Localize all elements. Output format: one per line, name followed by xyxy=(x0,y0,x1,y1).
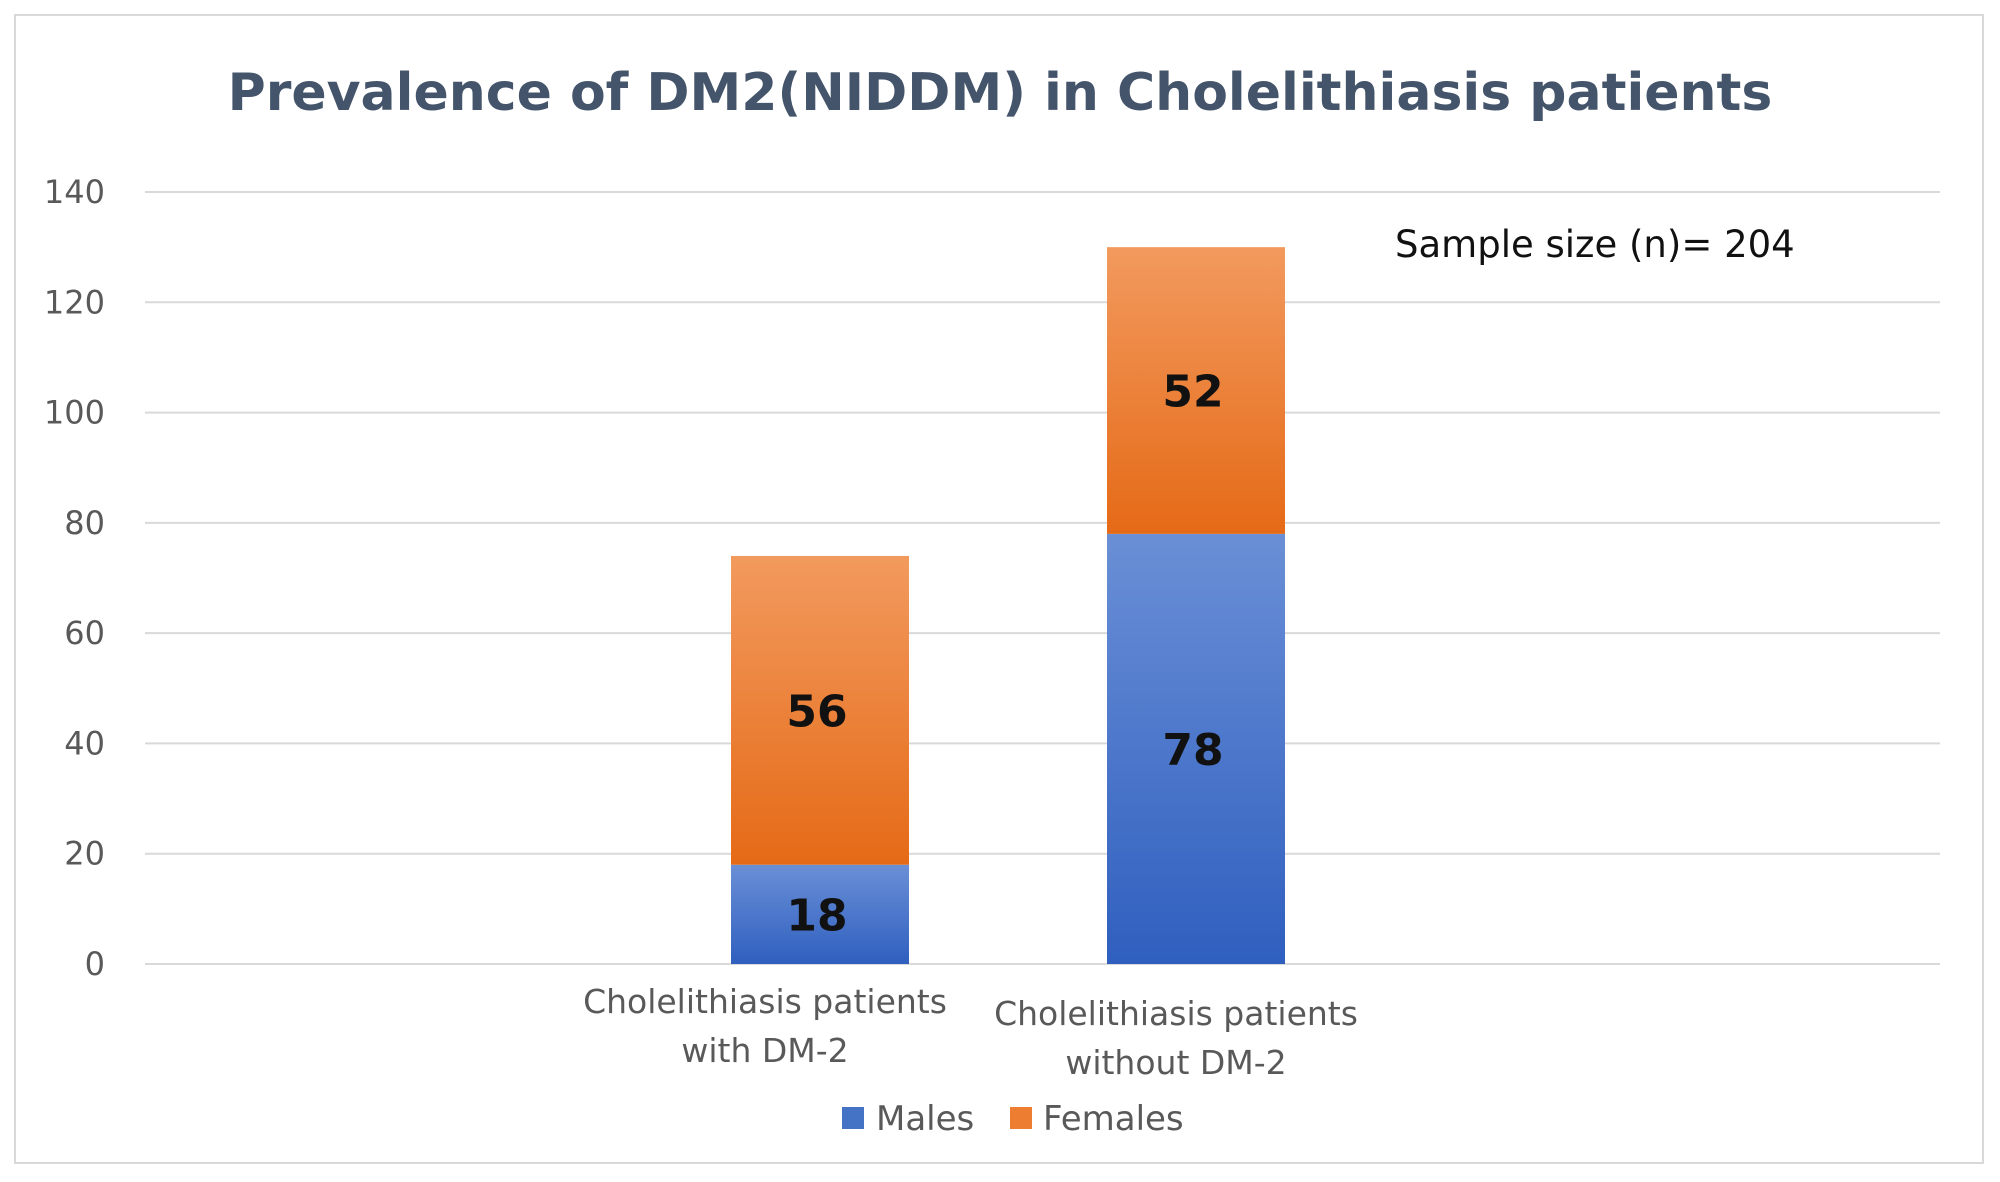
x-category-label-1-line-2: with DM-2 xyxy=(681,1031,848,1070)
legend-swatch-females xyxy=(1010,1107,1032,1129)
y-tick-label-80: 80 xyxy=(64,504,105,542)
y-tick-label-100: 100 xyxy=(44,394,105,432)
chart-title: Prevalence of DM2(NIDDM) in Cholelithias… xyxy=(228,63,1773,123)
bar-females-2 xyxy=(1107,247,1285,534)
x-category-label-2-line-1: Cholelithiasis patients xyxy=(994,994,1358,1033)
data-label-males-1: 18 xyxy=(786,890,847,941)
y-tick-label-40: 40 xyxy=(64,724,105,762)
legend-swatch-males xyxy=(842,1107,864,1129)
bars xyxy=(731,247,1285,964)
sample-size-annotation: Sample size (n)= 204 xyxy=(1395,223,1795,266)
chart-frame xyxy=(14,14,1984,1164)
legend-label-males: Males xyxy=(876,1099,974,1139)
data-label-females-2: 52 xyxy=(1162,367,1223,418)
x-axis-category-labels: Cholelithiasis patients with DM-2 Cholelit… xyxy=(583,982,1358,1082)
y-tick-label-60: 60 xyxy=(64,614,105,652)
gridlines xyxy=(145,191,1940,965)
legend: Males Females xyxy=(842,1099,1184,1139)
bar-males-2 xyxy=(1107,533,1285,964)
y-tick-label-120: 120 xyxy=(44,283,105,321)
y-tick-label-0: 0 xyxy=(85,945,105,983)
data-label-males-2: 78 xyxy=(1162,725,1223,776)
bar-males-1 xyxy=(731,864,909,964)
x-category-label-1-line-1: Cholelithiasis patients xyxy=(583,982,947,1021)
legend-label-females: Females xyxy=(1043,1099,1184,1139)
data-label-females-1: 56 xyxy=(786,686,847,737)
y-tick-label-20: 20 xyxy=(64,835,105,873)
y-axis-tick-labels: 0 20 40 60 80 100 120 140 xyxy=(44,173,105,983)
y-tick-label-140: 140 xyxy=(44,173,105,211)
x-category-label-2-line-2: without DM-2 xyxy=(1065,1043,1286,1082)
data-labels: 18 56 78 52 xyxy=(786,367,1223,942)
bar-females-1 xyxy=(731,555,909,865)
